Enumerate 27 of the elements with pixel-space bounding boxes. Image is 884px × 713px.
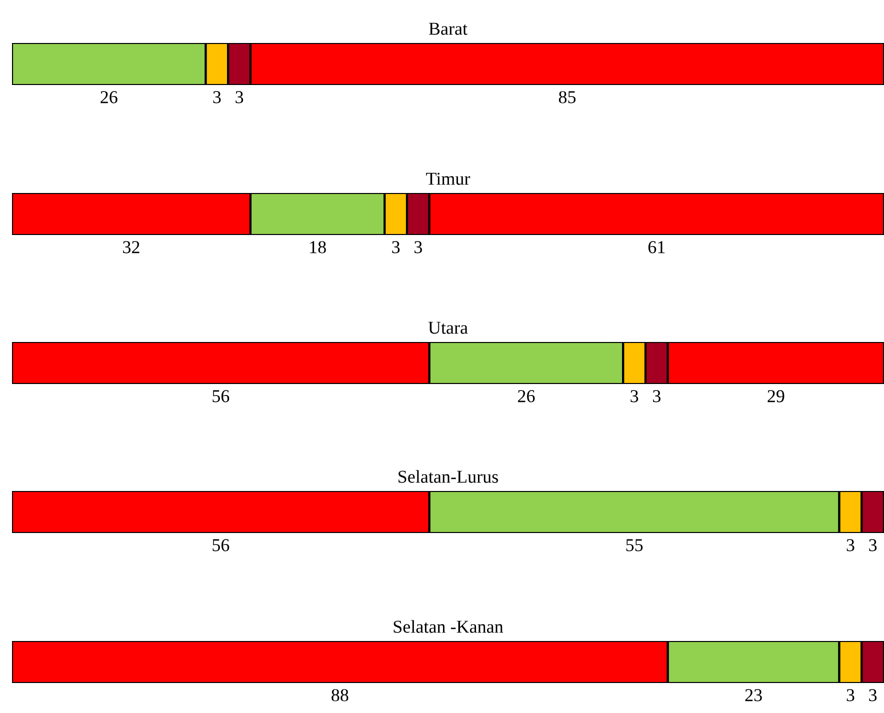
chart-title: Timur xyxy=(426,172,470,185)
data-label: 3 xyxy=(846,689,854,702)
data-label: 56 xyxy=(212,390,230,402)
data-label: 88 xyxy=(332,689,348,702)
data-label: 29 xyxy=(768,390,784,402)
chart-title: Barat xyxy=(428,22,468,35)
data-label: 32 xyxy=(123,241,140,254)
data-label: 3 xyxy=(653,390,660,402)
data-label: 3 xyxy=(414,241,422,254)
data-label: 18 xyxy=(310,241,326,254)
data-label: 3 xyxy=(392,241,400,254)
data-label: 56 xyxy=(212,539,230,552)
data-label: 55 xyxy=(626,539,643,552)
data-label: 3 xyxy=(236,91,244,104)
data-label: 3 xyxy=(846,539,854,552)
data-label: 61 xyxy=(648,241,665,254)
data-label: 3 xyxy=(869,539,877,552)
data-label: 85 xyxy=(558,91,576,104)
data-label: 26 xyxy=(100,91,118,104)
chart-title: Selatan -Kanan xyxy=(394,620,504,633)
data-label: 23 xyxy=(745,689,762,702)
chart-title: Selatan-Lurus xyxy=(398,470,498,483)
data-label: 3 xyxy=(869,689,877,702)
data-label: 3 xyxy=(630,390,638,402)
chart-title: Utara xyxy=(428,322,468,334)
data-label: 3 xyxy=(213,91,221,104)
data-label: 26 xyxy=(518,390,535,402)
